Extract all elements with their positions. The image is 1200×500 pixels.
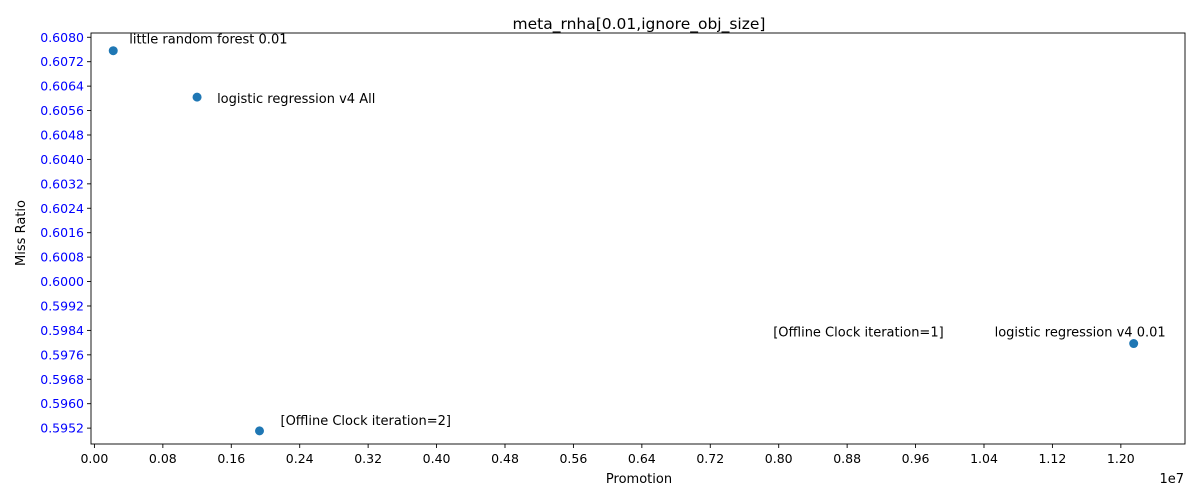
x-tick-label: 0.56 [559, 451, 587, 466]
data-point [108, 46, 118, 56]
y-tick-label: 0.6008 [40, 250, 84, 265]
y-tick-label: 0.6040 [40, 152, 84, 167]
x-tick-label: 0.80 [765, 451, 793, 466]
y-tick-label: 0.6056 [40, 103, 84, 118]
x-tick-label: 0.72 [696, 451, 724, 466]
y-tick-label: 0.5968 [40, 372, 84, 387]
x-tick-label: 0.40 [423, 451, 451, 466]
y-tick-label: 0.5976 [40, 347, 84, 362]
x-tick-label: 0.32 [354, 451, 382, 466]
point-annotation: little random forest 0.01 [129, 33, 287, 48]
x-tick-label: 0.24 [286, 451, 314, 466]
y-tick-label: 0.6016 [40, 225, 84, 240]
x-tick-label: 0.16 [217, 451, 245, 466]
point-annotations: little random forest 0.01 logistic regres… [129, 33, 1165, 429]
data-points [108, 46, 1139, 436]
y-axis-label: Miss Ratio [14, 200, 29, 266]
y-tick-label: 0.6072 [40, 54, 84, 69]
axes: 0.00 0.08 0.16 0.24 0.32 0.40 0.48 0.56 0.64 0.72… [40, 30, 1186, 466]
y-tick-label: 0.5960 [40, 396, 84, 411]
x-tick-label: 0.88 [833, 451, 861, 466]
x-tick-label: 0.00 [80, 451, 108, 466]
data-point [1129, 339, 1139, 349]
y-tick-label: 0.6064 [40, 79, 84, 94]
plot-frame [90, 32, 1186, 445]
y-tick-label: 0.6032 [40, 176, 84, 191]
y-tick-label: 0.6000 [40, 274, 84, 289]
x-tick-label: 1.12 [1038, 451, 1066, 466]
x-tick-label: 0.48 [491, 451, 519, 466]
x-tick-label: 0.08 [149, 451, 177, 466]
y-tick-label: 0.5992 [40, 298, 84, 313]
y-tick-label: 0.6048 [40, 127, 84, 142]
y-tick-label: 0.6080 [40, 30, 84, 45]
point-annotation: logistic regression v4 All [217, 92, 375, 107]
y-tick-label: 0.6024 [40, 201, 84, 216]
point-annotation: [Offline Clock iteration=2] [281, 414, 451, 429]
y-tick-label: 0.5984 [40, 323, 84, 338]
x-axis-label: Promotion [606, 472, 672, 487]
x-axis-offset-label: 1e7 [1159, 472, 1184, 487]
x-tick-label: 1.04 [970, 451, 998, 466]
point-annotation: logistic regression v4 0.01 [995, 326, 1166, 341]
y-tick-label: 0.5952 [40, 421, 84, 436]
x-tick-label: 0.64 [628, 451, 656, 466]
chart-title: meta_rnha[0.01,ignore_obj_size] [513, 15, 766, 34]
data-point [192, 92, 202, 102]
data-point [255, 426, 265, 436]
point-annotation: [Offline Clock iteration=1] [773, 326, 943, 341]
x-tick-label: 1.20 [1107, 451, 1135, 466]
x-tick-label: 0.96 [902, 451, 930, 466]
